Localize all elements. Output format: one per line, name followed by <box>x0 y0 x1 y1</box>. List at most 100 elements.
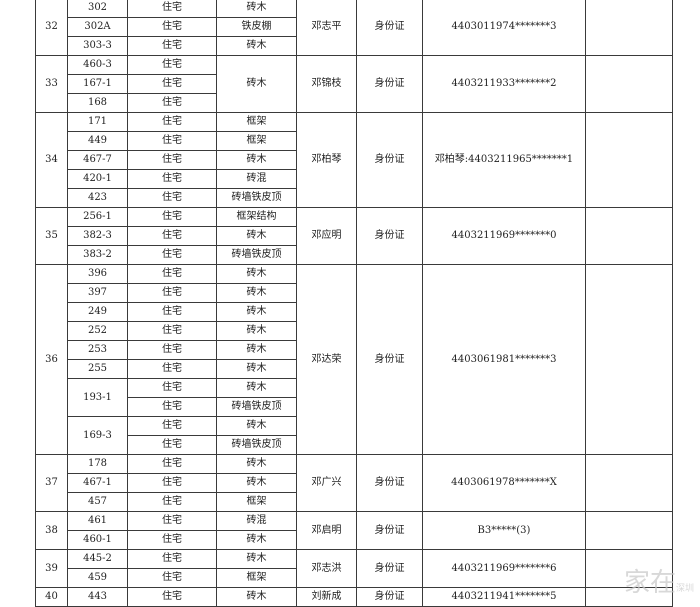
table-row: 460-1 住宅 砖木 <box>36 530 673 550</box>
serial-number-cell: 37 <box>35 454 68 512</box>
use-cell: 住宅 <box>127 207 217 227</box>
use-cell: 住宅 <box>127 17 217 37</box>
use-cell: 住宅 <box>127 549 217 569</box>
structure-cell: 框架 <box>216 131 297 151</box>
use-cell: 住宅 <box>127 359 217 379</box>
table-row: 32 302 住宅 砖木 邓志平 身份证 4403011974*******3 <box>35 0 673 56</box>
lot-number-cell: 459 <box>67 568 128 588</box>
table-row: 467-1 住宅 砖木 <box>36 473 673 493</box>
serial-number-cell: 35 <box>35 207 68 265</box>
lot-number-cell: 383-2 <box>67 245 128 265</box>
structure-cell: 砖混 <box>216 169 297 189</box>
id-number-cell: 4403061978*******X <box>422 454 586 512</box>
lot-number-cell: 302 <box>67 0 128 18</box>
use-cell: 住宅 <box>127 93 217 113</box>
table-row: 34 171 住宅 框架 邓柏琴 身份证 邓柏琴:4403211965*******1 <box>35 112 673 208</box>
use-cell: 住宅 <box>127 473 217 493</box>
id-type-cell: 身份证 <box>356 454 423 512</box>
structure-cell: 砖墙铁皮顶 <box>216 188 297 208</box>
table-row: 423 住宅 砖墙铁皮顶 <box>36 188 673 208</box>
structure-cell: 砖木 <box>216 530 297 550</box>
owner-name-cell: 邓启明 <box>296 511 357 550</box>
table-row: 420-1 住宅 砖混 <box>36 169 673 189</box>
table-row: 33 460-3 住宅 砖木 邓锦枝 身份证 4403211933*******2 <box>35 55 673 113</box>
use-cell: 住宅 <box>127 435 217 455</box>
use-cell: 住宅 <box>127 321 217 341</box>
lot-number-cell: 382-3 <box>67 226 128 246</box>
lot-number-cell: 171 <box>67 112 128 132</box>
owner-name-cell: 邓锦枝 <box>296 55 357 113</box>
serial-number-cell: 34 <box>35 112 68 208</box>
structure-cell: 砖墙铁皮顶 <box>216 245 297 265</box>
remark-cell <box>585 207 673 265</box>
use-cell: 住宅 <box>127 226 217 246</box>
table-row: 302A 住宅 铁皮棚 <box>36 17 673 37</box>
id-type-cell: 身份证 <box>356 511 423 550</box>
lot-number-cell: 460-3 <box>67 55 128 75</box>
table-row: 35 256-1 住宅 框架结构 邓应明 身份证 4403211969*******0 <box>35 207 673 265</box>
table-row: 467-7 住宅 砖木 <box>36 150 673 170</box>
structure-cell: 框架结构 <box>216 207 297 227</box>
lot-number-cell: 420-1 <box>67 169 128 189</box>
use-cell: 住宅 <box>127 245 217 265</box>
use-cell: 住宅 <box>127 169 217 189</box>
lot-number-cell: 397 <box>67 283 128 303</box>
property-table: 32 302 住宅 砖木 邓志平 身份证 4403011974*******3 302A 住宅铁… <box>35 0 673 607</box>
structure-cell: 砖木 <box>216 454 297 474</box>
structure-cell: 框架 <box>216 568 297 588</box>
remark-cell <box>585 549 673 588</box>
table-row: 382-3 住宅 砖木 <box>36 226 673 246</box>
owner-name-cell: 邓柏琴 <box>296 112 357 208</box>
use-cell: 住宅 <box>127 131 217 151</box>
remark-cell <box>585 55 673 113</box>
owner-name-cell: 邓志平 <box>296 0 357 56</box>
serial-number-cell: 39 <box>35 549 68 588</box>
use-cell: 住宅 <box>127 55 217 75</box>
id-type-cell: 身份证 <box>356 587 423 607</box>
structure-cell: 砖木 <box>216 283 297 303</box>
owner-name-cell: 邓志洪 <box>296 549 357 588</box>
id-type-cell: 身份证 <box>356 0 423 56</box>
structure-cell: 砖木 <box>216 302 297 322</box>
table-row: 37 178 住宅 砖木 邓广兴 身份证 4403061978*******X <box>35 454 673 512</box>
lot-number-cell: 445-2 <box>67 549 128 569</box>
id-number-cell: 4403211969*******0 <box>422 207 586 265</box>
structure-cell: 框架 <box>216 492 297 512</box>
structure-cell: 砖木 <box>216 587 297 607</box>
table-row: 39 445-2 住宅 砖木 邓志洪 身份证 4403211969*******6 <box>35 549 673 588</box>
id-number-cell: B3*****(3) <box>422 511 586 550</box>
remark-cell <box>585 112 673 208</box>
use-cell: 住宅 <box>127 112 217 132</box>
id-number-cell: 4403211941*******5 <box>422 587 586 607</box>
structure-cell: 砖木 <box>216 549 297 569</box>
lot-number-cell: 169-3 <box>67 416 128 455</box>
use-cell: 住宅 <box>127 397 217 417</box>
owner-name-cell: 邓应明 <box>296 207 357 265</box>
structure-cell: 砖木 <box>216 359 297 379</box>
lot-number-cell: 460-1 <box>67 530 128 550</box>
table-row: 193-1 住宅 砖木 <box>36 378 673 417</box>
use-cell: 住宅 <box>127 264 217 284</box>
id-type-cell: 身份证 <box>356 112 423 208</box>
lot-number-cell: 461 <box>67 511 128 531</box>
lot-number-cell: 449 <box>67 131 128 151</box>
use-cell: 住宅 <box>127 416 217 436</box>
owner-name-cell: 邓达荣 <box>296 264 357 455</box>
table-row: 249 住宅 砖木 <box>36 302 673 322</box>
structure-cell: 砖木 <box>216 264 297 284</box>
lot-number-cell: 253 <box>67 340 128 360</box>
use-cell: 住宅 <box>127 568 217 588</box>
owner-name-cell: 刘新成 <box>296 587 357 607</box>
structure-cell: 砖木 <box>216 321 297 341</box>
lot-number-cell: 256-1 <box>67 207 128 227</box>
structure-cell: 砖木 <box>216 416 297 436</box>
structure-cell: 砖木 <box>216 0 297 18</box>
use-cell: 住宅 <box>127 36 217 56</box>
serial-number-cell: 38 <box>35 511 68 550</box>
serial-number-cell: 32 <box>35 0 68 56</box>
id-number-cell: 4403011974*******3 <box>422 0 586 56</box>
structure-cell: 砖墙铁皮顶 <box>216 397 297 417</box>
lot-number-cell: 443 <box>67 587 128 607</box>
lot-number-cell: 467-7 <box>67 150 128 170</box>
serial-number-cell: 40 <box>35 587 68 607</box>
